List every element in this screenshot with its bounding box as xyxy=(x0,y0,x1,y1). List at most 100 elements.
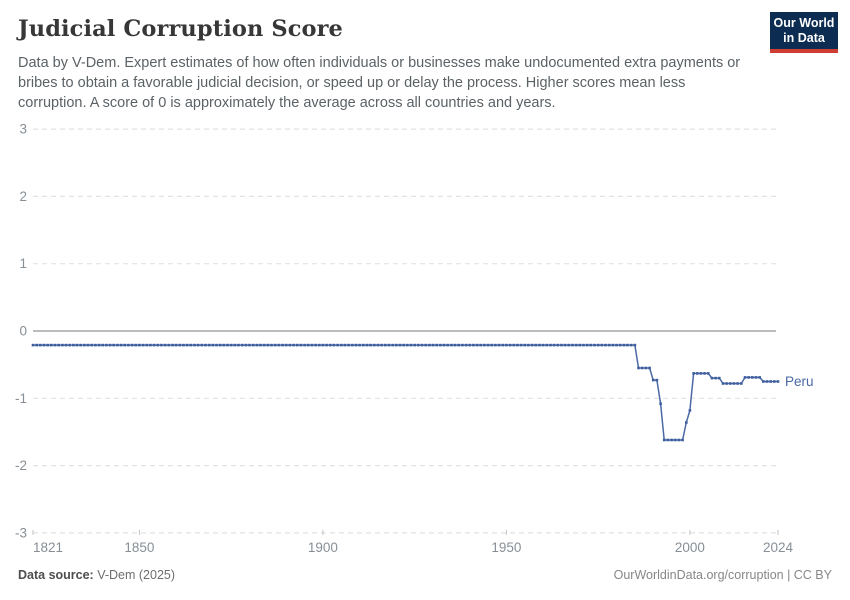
data-point-marker[interactable] xyxy=(508,343,512,347)
data-point-marker[interactable] xyxy=(615,343,618,347)
data-point-marker[interactable] xyxy=(560,343,563,347)
data-point-marker[interactable] xyxy=(303,343,306,347)
data-point-marker[interactable] xyxy=(244,343,248,347)
data-point-marker[interactable] xyxy=(651,378,655,382)
data-point-marker[interactable] xyxy=(629,343,633,347)
data-point-marker[interactable] xyxy=(119,343,123,347)
data-point-marker[interactable] xyxy=(468,343,471,347)
data-point-marker[interactable] xyxy=(207,343,211,347)
data-point-marker[interactable] xyxy=(571,343,574,347)
data-point-marker[interactable] xyxy=(596,343,600,347)
data-point-marker[interactable] xyxy=(681,438,684,442)
data-point-marker[interactable] xyxy=(237,343,240,347)
data-point-marker[interactable] xyxy=(358,343,361,347)
data-point-marker[interactable] xyxy=(306,343,310,347)
data-point-marker[interactable] xyxy=(53,343,57,347)
data-point-marker[interactable] xyxy=(130,343,134,347)
data-point-marker[interactable] xyxy=(673,438,677,442)
data-point-marker[interactable] xyxy=(31,343,35,347)
data-point-marker[interactable] xyxy=(387,343,391,347)
data-point-marker[interactable] xyxy=(57,343,60,347)
owid-logo[interactable]: Our World in Data xyxy=(770,12,838,53)
data-point-marker[interactable] xyxy=(703,372,706,375)
data-point-marker[interactable] xyxy=(655,378,659,382)
data-point-marker[interactable] xyxy=(431,343,435,347)
data-point-marker[interactable] xyxy=(604,343,607,347)
data-point-marker[interactable] xyxy=(417,343,420,347)
data-point-marker[interactable] xyxy=(475,343,479,347)
data-point-marker[interactable] xyxy=(152,343,156,347)
data-point-marker[interactable] xyxy=(633,343,637,347)
data-point-marker[interactable] xyxy=(112,343,115,347)
data-point-marker[interactable] xyxy=(692,372,695,375)
data-point-marker[interactable] xyxy=(398,343,402,347)
data-point-marker[interactable] xyxy=(116,343,119,347)
data-point-marker[interactable] xyxy=(204,343,207,347)
data-point-marker[interactable] xyxy=(362,343,365,347)
data-point-marker[interactable] xyxy=(516,343,519,347)
data-point-marker[interactable] xyxy=(211,343,215,347)
data-point-marker[interactable] xyxy=(138,343,141,347)
data-point-marker[interactable] xyxy=(751,376,754,379)
data-point-marker[interactable] xyxy=(758,376,761,379)
data-point-marker[interactable] xyxy=(79,343,82,347)
data-point-marker[interactable] xyxy=(299,343,303,347)
data-point-marker[interactable] xyxy=(127,343,130,347)
data-point-marker[interactable] xyxy=(534,343,538,347)
data-point-marker[interactable] xyxy=(644,366,648,370)
data-point-marker[interactable] xyxy=(699,372,703,375)
data-point-marker[interactable] xyxy=(384,343,387,347)
data-point-marker[interactable] xyxy=(196,343,200,347)
data-point-marker[interactable] xyxy=(321,343,325,347)
data-point-marker[interactable] xyxy=(351,343,354,347)
series-entity-label[interactable]: Peru xyxy=(785,374,814,389)
data-point-marker[interactable] xyxy=(64,343,68,347)
data-point-marker[interactable] xyxy=(39,343,42,347)
data-point-marker[interactable] xyxy=(567,343,571,347)
data-point-marker[interactable] xyxy=(574,343,578,347)
data-point-marker[interactable] xyxy=(402,343,405,347)
data-point-marker[interactable] xyxy=(685,421,688,424)
data-point-marker[interactable] xyxy=(556,343,560,347)
data-point-marker[interactable] xyxy=(229,343,233,347)
data-point-marker[interactable] xyxy=(61,343,64,347)
data-point-marker[interactable] xyxy=(696,372,699,375)
data-point-marker[interactable] xyxy=(538,343,541,347)
data-point-marker[interactable] xyxy=(776,380,780,383)
data-point-marker[interactable] xyxy=(97,343,101,347)
data-point-marker[interactable] xyxy=(530,343,534,347)
data-point-marker[interactable] xyxy=(167,343,171,347)
data-point-marker[interactable] xyxy=(369,343,372,347)
data-point-marker[interactable] xyxy=(101,343,104,347)
data-point-marker[interactable] xyxy=(413,343,416,347)
data-point-marker[interactable] xyxy=(218,343,222,347)
data-point-marker[interactable] xyxy=(582,343,585,347)
data-point-marker[interactable] xyxy=(472,343,475,347)
data-point-marker[interactable] xyxy=(325,343,328,347)
data-point-marker[interactable] xyxy=(343,343,347,347)
data-point-marker[interactable] xyxy=(446,343,449,347)
data-point-marker[interactable] xyxy=(277,343,281,347)
data-point-marker[interactable] xyxy=(457,343,460,347)
data-point-marker[interactable] xyxy=(160,343,163,347)
data-point-marker[interactable] xyxy=(512,343,516,347)
data-point-marker[interactable] xyxy=(406,343,409,347)
data-point-marker[interactable] xyxy=(483,343,486,347)
data-point-marker[interactable] xyxy=(105,343,108,347)
data-point-marker[interactable] xyxy=(86,343,90,347)
data-point-marker[interactable] xyxy=(262,343,266,347)
data-point-marker[interactable] xyxy=(395,343,398,347)
data-point-marker[interactable] xyxy=(156,343,160,347)
data-point-marker[interactable] xyxy=(721,382,725,385)
data-point-marker[interactable] xyxy=(200,343,204,347)
data-point-marker[interactable] xyxy=(648,366,651,370)
data-point-marker[interactable] xyxy=(226,343,229,347)
data-point-marker[interactable] xyxy=(270,343,273,347)
data-point-marker[interactable] xyxy=(189,343,193,347)
data-point-marker[interactable] xyxy=(248,343,251,347)
data-point-marker[interactable] xyxy=(329,343,332,347)
data-point-marker[interactable] xyxy=(108,343,112,347)
data-point-marker[interactable] xyxy=(123,343,126,347)
data-point-marker[interactable] xyxy=(494,343,497,347)
